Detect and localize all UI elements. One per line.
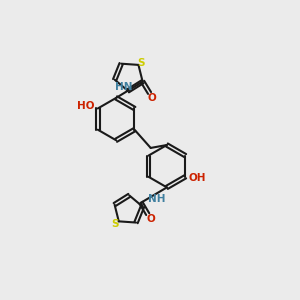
Text: O: O (148, 92, 157, 103)
Text: O: O (146, 214, 155, 224)
Text: S: S (138, 58, 145, 68)
Text: HO: HO (77, 101, 94, 111)
Text: NH: NH (148, 194, 166, 204)
Text: OH: OH (189, 173, 206, 183)
Text: S: S (112, 219, 119, 229)
Text: HN: HN (115, 82, 133, 92)
